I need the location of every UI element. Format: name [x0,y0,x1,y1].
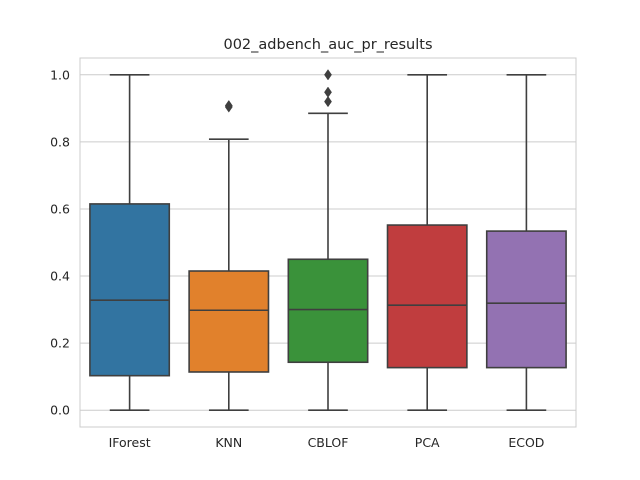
y-tick-label: 0.2 [50,336,70,351]
box-iforest [89,73,171,412]
y-axis-ticks: 0.0 0.2 0.4 0.6 0.8 1.0 [50,67,70,417]
box-ecod [485,73,567,412]
outlier-point [324,69,332,81]
x-tick-label: KNN [215,435,242,450]
box-iqr [485,230,567,369]
box-pca [386,73,468,412]
outlier-point [224,99,233,112]
box-iqr [287,258,369,364]
box-iqr [386,224,468,369]
x-tick-label: IForest [109,435,151,450]
outlier-point [324,86,332,98]
box-iqr [188,270,270,373]
y-tick-label: 0.8 [50,134,70,149]
outlier-point [324,95,332,108]
y-tick-label: 1.0 [50,67,70,82]
y-tick-label: 0.4 [50,269,70,284]
plot-frame [79,57,577,428]
box-cblof [287,69,369,412]
box-iqr [89,203,171,377]
x-tick-label: PCA [415,435,440,450]
x-axis-ticks: IForest KNN CBLOF PCA ECOD [109,435,545,450]
boxes [89,69,567,412]
x-tick-label: CBLOF [308,435,349,450]
chart-title: 002_adbench_auc_pr_results [223,37,432,53]
x-tick-label: ECOD [508,435,544,450]
y-tick-label: 0.0 [50,403,70,418]
y-tick-label: 0.6 [50,201,70,216]
box-knn [188,99,270,412]
